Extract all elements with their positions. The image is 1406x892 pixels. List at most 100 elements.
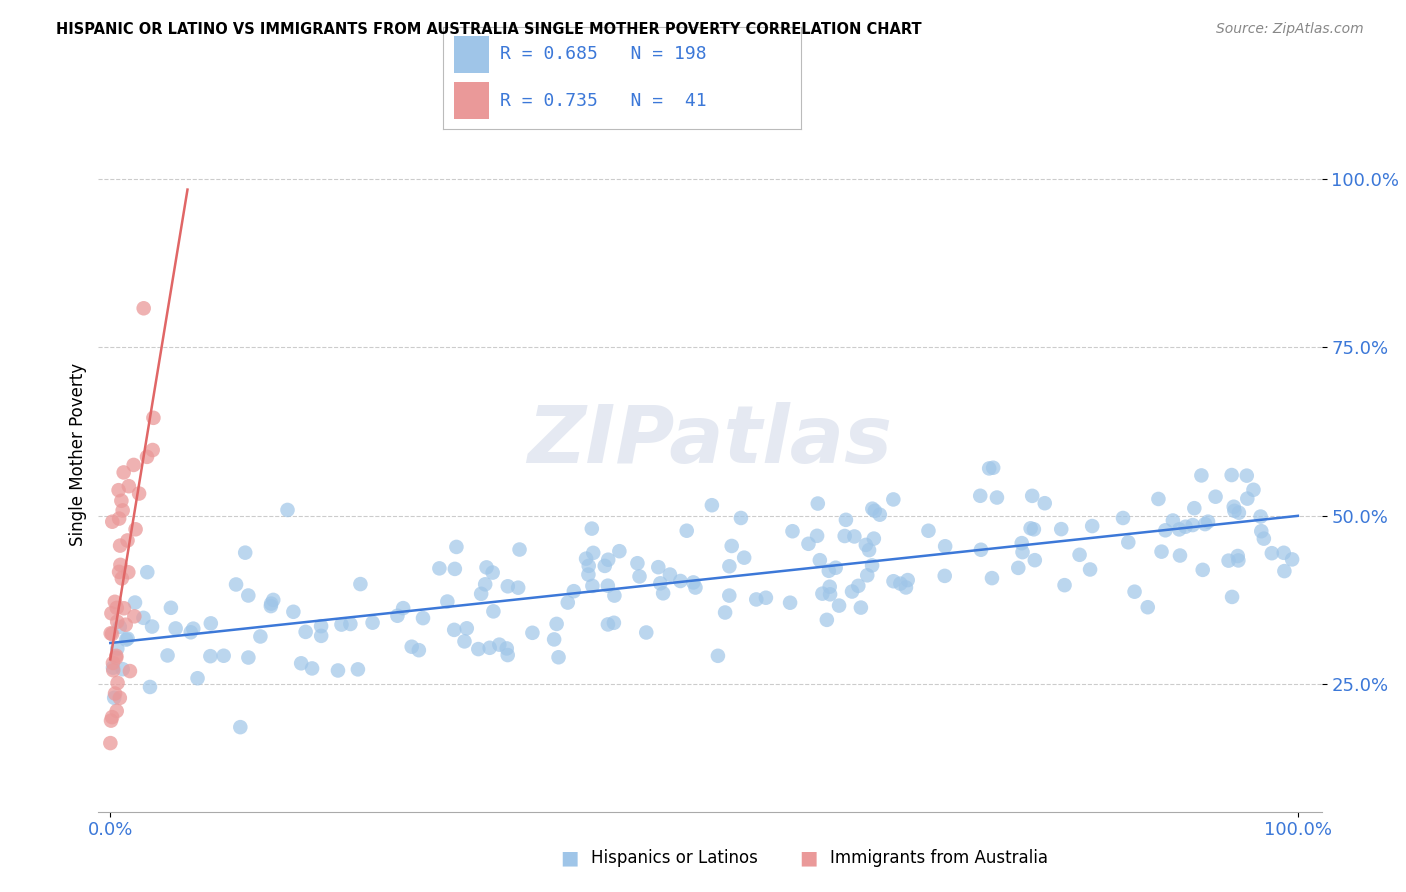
Point xyxy=(115,632,138,647)
Point xyxy=(139,680,162,694)
Point xyxy=(509,542,531,557)
Point xyxy=(187,671,209,685)
Point xyxy=(807,497,830,511)
Point xyxy=(301,661,323,675)
Point xyxy=(361,615,384,630)
Point xyxy=(598,552,620,566)
Point xyxy=(1226,549,1249,563)
Point xyxy=(392,601,415,615)
Point xyxy=(860,501,883,516)
Point xyxy=(508,581,530,595)
Point xyxy=(547,650,569,665)
Point xyxy=(596,579,619,593)
Point xyxy=(834,529,856,543)
Point xyxy=(495,641,517,656)
Point xyxy=(970,542,993,557)
Point xyxy=(136,450,159,464)
Point xyxy=(1253,532,1275,546)
Point xyxy=(453,634,475,648)
Point xyxy=(856,568,879,582)
Text: R = 0.735   N =  41: R = 0.735 N = 41 xyxy=(501,92,707,110)
Point xyxy=(1161,514,1184,528)
Point xyxy=(118,664,141,678)
Point xyxy=(1136,600,1159,615)
Point xyxy=(101,660,124,674)
Point xyxy=(475,560,498,574)
Point xyxy=(108,539,131,553)
Point xyxy=(117,533,139,548)
Point xyxy=(1168,549,1191,563)
Point xyxy=(575,551,598,566)
Point xyxy=(1218,554,1240,568)
Point xyxy=(1243,483,1265,497)
Point xyxy=(1182,501,1205,516)
Point xyxy=(108,511,131,525)
Point xyxy=(128,486,150,500)
Text: ZIPatlas: ZIPatlas xyxy=(527,401,893,480)
Point xyxy=(718,589,741,603)
Point xyxy=(114,617,136,632)
Point xyxy=(1272,546,1295,560)
Point xyxy=(1116,535,1139,549)
Point xyxy=(496,579,519,593)
Text: ■: ■ xyxy=(799,848,818,868)
Point xyxy=(863,532,886,546)
Point xyxy=(811,587,834,601)
Text: Immigrants from Australia: Immigrants from Australia xyxy=(830,849,1047,867)
Point xyxy=(474,577,496,591)
Point xyxy=(482,604,505,618)
Point xyxy=(260,599,283,613)
Point xyxy=(290,657,312,671)
Point xyxy=(707,648,730,663)
Point xyxy=(108,690,131,705)
Point xyxy=(100,626,122,640)
Point xyxy=(443,623,465,637)
Point xyxy=(917,524,939,538)
Point xyxy=(238,589,260,603)
Point xyxy=(1250,509,1272,524)
Point xyxy=(1250,524,1272,539)
Point xyxy=(1236,491,1258,506)
Point xyxy=(593,558,616,573)
Point xyxy=(181,622,204,636)
Point xyxy=(283,605,305,619)
Point xyxy=(582,546,605,560)
Point xyxy=(1191,563,1213,577)
Point xyxy=(496,648,519,662)
Point xyxy=(979,461,1001,475)
Point xyxy=(436,594,458,608)
Point xyxy=(855,538,877,552)
Point xyxy=(309,619,332,633)
Point xyxy=(755,591,778,605)
Point xyxy=(444,562,467,576)
Point xyxy=(841,584,863,599)
Point xyxy=(165,622,187,636)
Point xyxy=(1189,468,1212,483)
Point xyxy=(470,587,492,601)
Point xyxy=(934,539,956,553)
Point xyxy=(603,615,626,630)
Point xyxy=(262,593,284,607)
Point xyxy=(446,540,468,554)
Point xyxy=(522,625,544,640)
Point xyxy=(1033,496,1056,510)
Point xyxy=(1197,515,1219,529)
Point xyxy=(118,479,141,493)
Point xyxy=(730,511,752,525)
Point xyxy=(1205,490,1227,504)
Point xyxy=(100,607,122,621)
Point xyxy=(101,656,124,670)
Point xyxy=(156,648,179,663)
Point xyxy=(1168,522,1191,536)
Point xyxy=(105,650,128,665)
Point xyxy=(141,619,163,633)
Point xyxy=(238,650,260,665)
Point xyxy=(478,640,501,655)
Point xyxy=(326,664,349,678)
Point xyxy=(142,410,165,425)
Point xyxy=(745,592,768,607)
Point xyxy=(101,515,124,529)
Point xyxy=(720,539,742,553)
Point xyxy=(387,608,409,623)
Point xyxy=(1123,584,1146,599)
